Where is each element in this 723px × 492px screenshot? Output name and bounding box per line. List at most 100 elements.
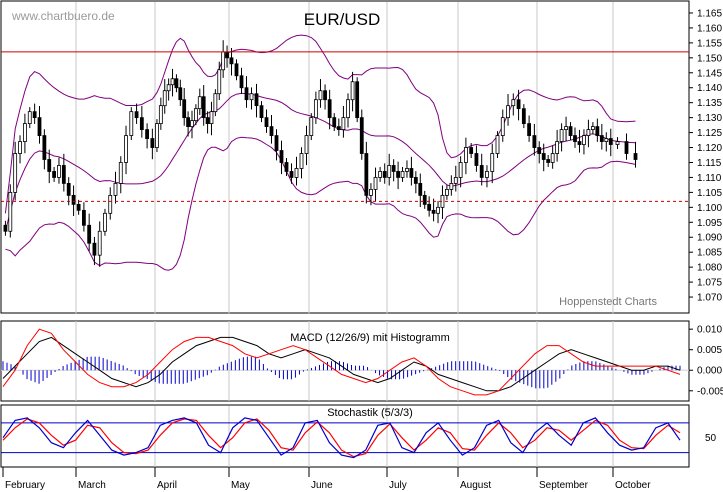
candle-body	[506, 105, 510, 119]
candle-body	[82, 209, 86, 226]
candle-body	[449, 183, 454, 190]
candle-body	[193, 108, 198, 122]
candle-body	[92, 242, 97, 256]
candle-body	[573, 135, 577, 142]
candle-body	[323, 90, 327, 101]
month-label: October	[615, 480, 651, 491]
month-axis: February March April May June July August Septe…	[2, 467, 651, 491]
price-y-tick-label: 1.105	[697, 188, 722, 199]
candle-body	[516, 99, 521, 110]
candle-body	[66, 183, 71, 196]
price-month-gridlines	[75, 2, 614, 314]
candle-body	[61, 165, 66, 184]
chart-title: EUR/USD	[304, 10, 381, 29]
candle-body	[479, 165, 484, 178]
stochastic-y-axis: 50	[705, 433, 717, 444]
candle-body	[259, 105, 264, 119]
candle-body	[624, 141, 629, 154]
candle-body	[568, 126, 573, 136]
price-y-tick-label: 1.145	[697, 68, 722, 79]
stochastic-y-tick-label: 50	[705, 433, 717, 444]
candle-body	[174, 78, 179, 89]
candle-body	[118, 162, 123, 184]
candle-body	[313, 99, 318, 119]
candle-body	[182, 99, 187, 119]
candle-body	[564, 126, 568, 130]
candle-body	[527, 123, 531, 136]
month-label: February	[5, 480, 45, 491]
candle-body	[221, 51, 226, 71]
candle-body	[521, 108, 526, 125]
candle-body	[279, 150, 284, 163]
candle-body	[170, 78, 175, 86]
candle-body	[57, 165, 61, 178]
candle-body	[52, 171, 56, 178]
price-y-tick-label: 1.090	[697, 233, 722, 244]
candle-body	[332, 117, 337, 128]
candle-body	[225, 51, 229, 59]
stochastic-k-line	[2, 417, 681, 459]
macd-y-tick-label: -0.005	[697, 386, 723, 397]
month-label: April	[157, 480, 177, 491]
candle-body	[197, 96, 202, 110]
candle-body	[47, 159, 52, 172]
price-y-axis: 1.070 1.075 1.080 1.085 1.090 1.095 1.100 1.105…	[689, 8, 722, 304]
month-label: May	[231, 480, 250, 491]
candle-body	[550, 153, 555, 163]
candle-body	[405, 168, 409, 172]
price-y-tick-label: 1.140	[697, 83, 722, 94]
candle-body	[234, 63, 239, 77]
candle-body	[541, 153, 546, 160]
stochastic-d-line	[2, 418, 681, 458]
candle-body	[427, 203, 432, 211]
candle-body	[445, 188, 449, 196]
candle-body	[511, 99, 516, 107]
macd-y-axis: -0.005 0.000 0.005 0.010	[689, 325, 723, 397]
candle-body	[369, 188, 373, 196]
candle-body	[269, 126, 274, 136]
candle-body	[3, 224, 8, 232]
candle-body	[274, 135, 279, 151]
macd-panel-frame	[0, 320, 690, 402]
candle-body	[469, 147, 474, 154]
candle-body	[13, 153, 18, 193]
candle-body	[186, 117, 191, 128]
candle-body	[500, 117, 505, 136]
candle-body	[615, 141, 620, 145]
price-y-tick-label: 1.070	[697, 293, 722, 304]
bollinger-upper	[4, 34, 636, 214]
candle-body	[129, 111, 134, 136]
bollinger-lower	[5, 136, 636, 271]
candle-body	[413, 177, 418, 184]
candle-body	[299, 153, 304, 169]
price-y-tick-label: 1.125	[697, 128, 722, 139]
month-label: June	[311, 480, 333, 491]
candle-body	[532, 135, 537, 148]
candle-body	[604, 138, 609, 142]
candle-body	[108, 194, 113, 214]
stochastic-month-gridlines	[75, 406, 614, 467]
candle-body	[201, 96, 206, 119]
macd-month-gridlines	[75, 321, 614, 401]
candle-body	[139, 117, 144, 130]
candle-body	[8, 191, 13, 232]
price-y-tick-label: 1.120	[697, 143, 722, 154]
candle-body	[209, 111, 214, 125]
candle-body	[590, 126, 595, 130]
month-label: August	[460, 480, 491, 491]
candle-body	[336, 126, 341, 130]
price-y-tick-label: 1.150	[697, 53, 722, 64]
candle-body	[608, 138, 613, 145]
price-y-tick-label: 1.160	[697, 23, 722, 34]
candle-body	[134, 111, 139, 119]
macd-title: MACD (12/26/9) mit Histogramm	[290, 332, 450, 344]
candle-body	[350, 81, 355, 101]
candle-body	[633, 153, 638, 160]
candle-body	[582, 135, 586, 145]
candle-body	[32, 111, 37, 119]
candle-body	[145, 129, 150, 139]
candle-body	[387, 165, 392, 178]
candle-body	[103, 212, 107, 232]
candle-body	[18, 141, 22, 154]
candle-body	[155, 123, 159, 148]
